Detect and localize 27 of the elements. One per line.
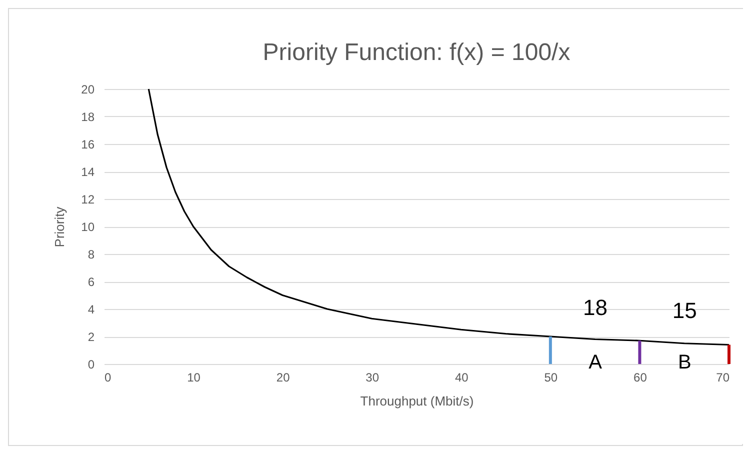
x-tick-label: 10 (187, 370, 201, 384)
y-tick-label: 10 (81, 220, 95, 234)
x-tick-label: 0 (104, 370, 112, 384)
annotation: 15 (672, 298, 697, 323)
x-tick-label: 70 (716, 370, 730, 384)
y-tick-label: 0 (88, 358, 95, 372)
y-tick-label: 12 (81, 192, 95, 206)
y-tick-label: 6 (88, 275, 95, 289)
y-tick-label: 20 (81, 82, 95, 96)
x-axis-title: Throughput (Mbit/s) (360, 394, 474, 408)
y-axis-title: Priority (52, 206, 68, 248)
y-tick-label: 2 (88, 330, 95, 344)
x-tick-label: 50 (544, 370, 558, 384)
chart-title: Priority Function: f(x) = 100/x (262, 39, 570, 66)
annotation: 18 (583, 295, 608, 320)
annotation: A (588, 351, 603, 374)
x-tick-label: 40 (454, 370, 469, 384)
x-tick-label: 30 (366, 370, 380, 384)
line-series (148, 88, 730, 346)
y-tick-label: 18 (81, 110, 95, 124)
x-tick-label: 20 (276, 370, 290, 384)
y-tick-label: 16 (81, 138, 95, 152)
y-tick-label: 14 (81, 165, 95, 179)
y-tick-label: 4 (88, 302, 95, 316)
x-tick-label: 60 (634, 370, 648, 384)
y-tick-label: 8 (88, 248, 95, 262)
annotation: B (678, 351, 692, 374)
